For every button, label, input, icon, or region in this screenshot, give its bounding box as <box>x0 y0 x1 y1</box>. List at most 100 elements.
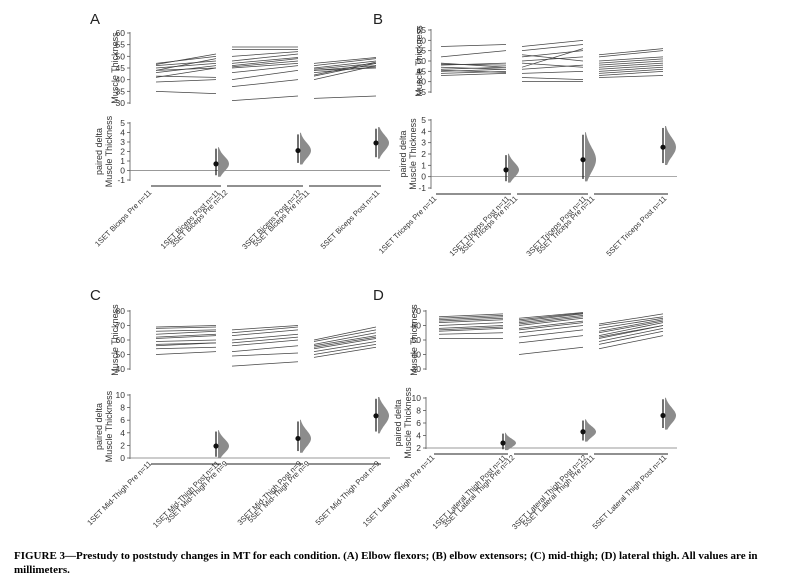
paired-line <box>598 313 664 325</box>
delta-mean-point <box>500 440 506 446</box>
panel-label: C <box>90 287 101 304</box>
top-y-tick-label: 65 <box>417 25 427 35</box>
paired-line <box>155 333 217 338</box>
panel-label: B <box>373 11 383 28</box>
paired-line <box>231 336 299 344</box>
bottom-y-axis-label-1: paired delta <box>94 403 104 450</box>
paired-line <box>155 90 217 95</box>
paired-line <box>438 316 504 321</box>
paired-line <box>231 329 299 337</box>
paired-line <box>598 64 664 70</box>
paired-line <box>231 339 299 347</box>
paired-line <box>231 65 299 74</box>
top-y-tick-label: 50 <box>116 51 126 61</box>
paired-line <box>518 346 584 355</box>
figure-caption: FIGURE 3—Prestudy to poststudy changes i… <box>14 549 786 577</box>
x-tick-label: 1SET Mid-Thigh Pre n=11 <box>85 459 153 527</box>
paired-line <box>518 314 584 323</box>
delta-mean-point <box>373 140 379 146</box>
top-y-tick-label: 80 <box>116 306 126 316</box>
delta-distribution <box>665 126 676 165</box>
paired-line <box>518 313 584 322</box>
paired-line <box>313 332 377 345</box>
bottom-y-tick-label: 4 <box>416 431 421 441</box>
top-y-tick-label: 50 <box>116 350 126 360</box>
paired-line <box>598 56 664 62</box>
paired-line <box>438 319 504 323</box>
bottom-y-axis-label-2: Muscle Thickness <box>104 115 114 187</box>
delta-mean-point <box>503 167 509 173</box>
paired-line <box>155 330 217 335</box>
bottom-y-axis-label-2: Muscle Thickness <box>408 118 418 190</box>
top-y-tick-label: 30 <box>116 98 126 108</box>
x-tick-label: 1SET Biceps Post n=11 <box>159 188 222 251</box>
paired-line <box>440 69 507 73</box>
paired-line <box>313 336 377 348</box>
bottom-y-tick-label: 4 <box>120 128 125 138</box>
delta-distribution <box>585 419 596 442</box>
delta-mean-point <box>213 443 219 449</box>
delta-distribution <box>300 132 311 165</box>
paired-line <box>313 329 377 342</box>
paired-line <box>521 56 584 62</box>
paired-line <box>440 62 507 66</box>
paired-line <box>231 57 299 64</box>
bottom-y-tick-label: 3 <box>120 137 125 147</box>
paired-line <box>438 314 504 319</box>
x-tick-label: 1SET Lateral Thigh Post n=11 <box>431 453 509 531</box>
panel-label: A <box>90 11 100 28</box>
x-tick-label: 1SET Mid-Thigh Post n=11 <box>151 459 221 529</box>
paired-line <box>598 317 664 329</box>
x-tick-label: 5SET Lateral Thigh Pre n=11 <box>521 453 596 528</box>
top-y-axis-label: Muscle Thickness <box>110 32 120 104</box>
top-y-axis-label: Muscle Thickness <box>409 304 419 376</box>
paired-line <box>598 66 664 72</box>
bottom-y-tick-label: 2 <box>421 149 426 159</box>
paired-line <box>313 57 377 64</box>
paired-line <box>155 329 217 332</box>
x-tick-label: 5SET Mid-Thigh Pre n=9 <box>246 459 312 525</box>
bottom-y-tick-label: 8 <box>416 406 421 416</box>
paired-line <box>440 44 507 47</box>
bottom-y-tick-label: 1 <box>421 160 426 170</box>
top-y-tick-label: 70 <box>412 306 422 316</box>
paired-line <box>155 79 217 83</box>
paired-line <box>313 65 377 71</box>
delta-distribution <box>508 153 519 183</box>
paired-line <box>440 62 507 68</box>
paired-line <box>313 346 377 358</box>
bottom-y-tick-label: 6 <box>120 415 125 425</box>
paired-line <box>313 66 377 74</box>
top-y-axis-label: Muscle Thickness <box>110 304 120 376</box>
paired-line <box>598 48 664 56</box>
top-y-tick-label: 50 <box>412 335 422 345</box>
paired-line <box>231 361 299 367</box>
paired-line <box>521 70 584 74</box>
bottom-y-tick-label: 10 <box>412 393 422 403</box>
top-y-tick-label: 35 <box>116 86 126 96</box>
paired-line <box>438 313 504 318</box>
paired-line <box>231 95 299 102</box>
paired-line <box>155 335 217 339</box>
bottom-y-axis-label-1: paired delta <box>393 399 403 446</box>
bottom-y-axis-label-1: paired delta <box>94 128 104 175</box>
top-y-tick-label: 45 <box>417 66 427 76</box>
top-y-tick-label: 45 <box>116 63 126 73</box>
paired-line <box>521 48 584 68</box>
paired-line <box>231 333 299 341</box>
delta-distribution <box>300 419 311 453</box>
bottom-y-tick-label: 2 <box>416 443 421 453</box>
caption-text: Prestudy to poststudy changes in MT for … <box>14 550 758 576</box>
paired-line <box>518 335 584 344</box>
paired-line <box>231 53 299 62</box>
delta-distribution <box>378 127 389 159</box>
x-tick-label: 3SET Triceps Post n=11 <box>524 194 588 258</box>
paired-line <box>438 332 504 335</box>
top-y-axis-label: Muscle Thickness <box>414 25 424 97</box>
delta-mean-point <box>660 412 666 419</box>
paired-line <box>598 70 664 76</box>
paired-line <box>155 346 217 350</box>
paired-line <box>598 62 664 68</box>
